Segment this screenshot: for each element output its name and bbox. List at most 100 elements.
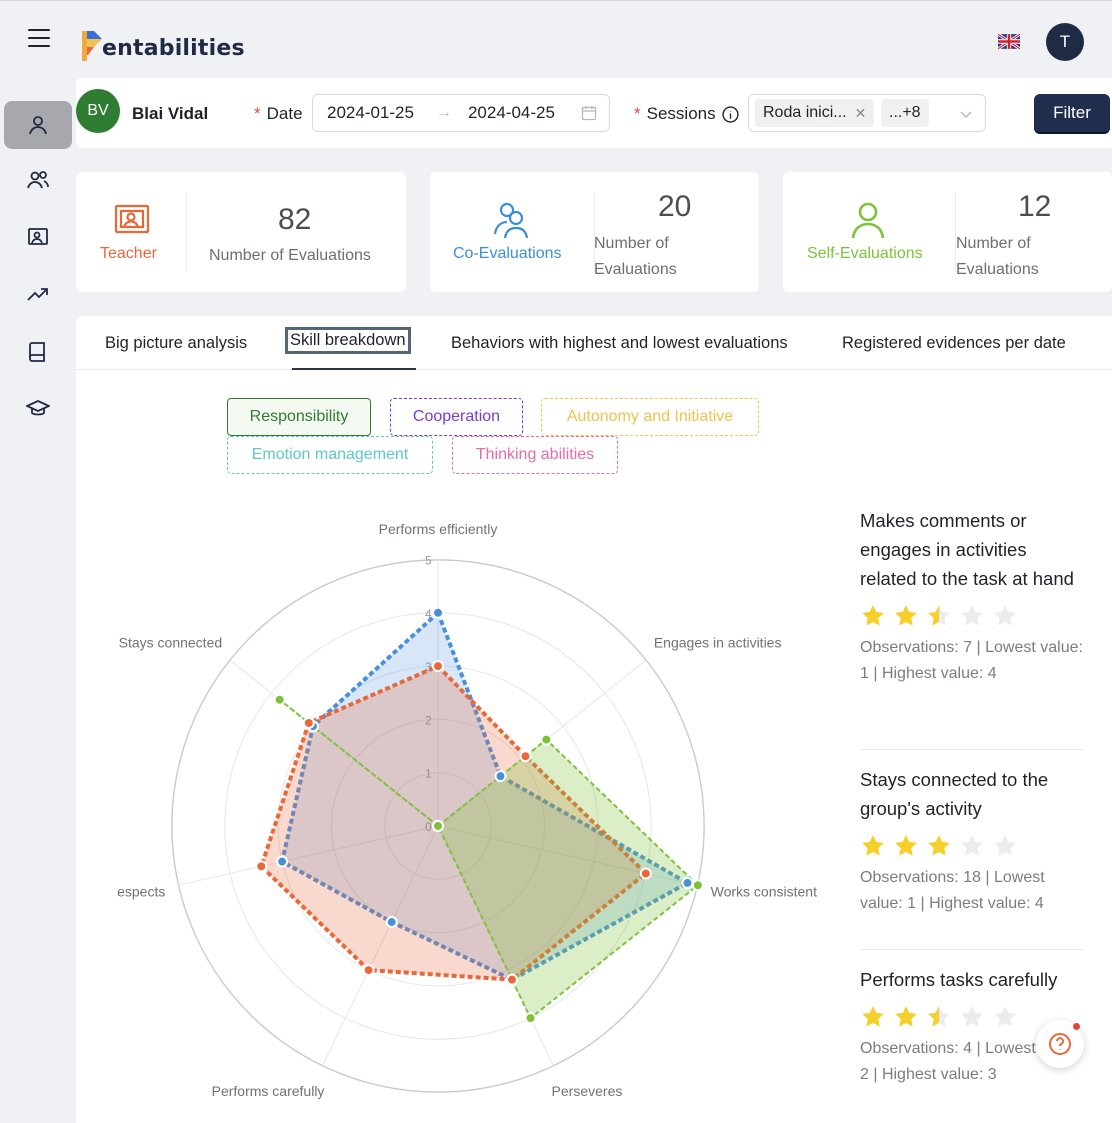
skill-chip-autonomy[interactable]: Autonomy and Initiative: [541, 398, 759, 436]
series-area: [259, 663, 649, 982]
star-icon: [961, 1006, 983, 1027]
tab-skill-breakdown[interactable]: Skill breakdown: [285, 327, 411, 354]
star-icon: [961, 835, 983, 856]
session-more-label: ...+8: [889, 104, 921, 121]
required-mark: *: [634, 104, 641, 123]
star-icon: [862, 605, 884, 626]
data-point: [524, 1012, 537, 1025]
sidebar-item-classroom[interactable]: [4, 213, 72, 261]
skill-chip-emotion-management[interactable]: Emotion management: [227, 436, 433, 474]
date-label-text: Date: [266, 104, 303, 123]
user-avatar[interactable]: T: [1046, 23, 1084, 61]
data-point: [385, 916, 398, 929]
info-icon[interactable]: [721, 105, 739, 123]
calendar-icon: [581, 106, 597, 121]
star-icon: [961, 605, 983, 626]
sidebar-item-student[interactable]: [4, 101, 72, 149]
stat-value: 12: [1018, 190, 1052, 223]
sidebar-item-courses[interactable]: [4, 384, 72, 432]
data-point: [494, 770, 507, 783]
behavior-item: Stays connected to the group's activity …: [860, 765, 1084, 917]
menu-icon[interactable]: [28, 29, 50, 47]
axis-line: [322, 825, 439, 1066]
behavior-title: Makes comments or engages in activities …: [860, 510, 1074, 589]
notification-dot: [1073, 1023, 1080, 1030]
star-icon: [928, 1006, 950, 1027]
stat-card-co-evaluations: Co-Evaluations 20 Number of Evaluations: [430, 172, 759, 292]
star-icon: [895, 605, 917, 626]
sidebar-item-groups[interactable]: [4, 156, 72, 204]
date-label: * Date: [254, 104, 303, 124]
stat-sub: Number of Evaluations: [594, 235, 677, 278]
data-point: [276, 855, 289, 868]
data-point: [432, 606, 444, 619]
sessions-select[interactable]: Roda inici... ✕ ...+8: [748, 94, 986, 132]
skill-chip-cooperation[interactable]: Cooperation: [390, 398, 523, 436]
star-rating: [860, 603, 1084, 629]
data-point: [255, 860, 268, 873]
chevron-down-icon[interactable]: [959, 107, 973, 121]
data-point: [273, 693, 286, 706]
filter-button[interactable]: Filter: [1034, 94, 1110, 132]
data-point: [432, 820, 444, 832]
data-point: [540, 733, 553, 746]
r-tick-label: 0: [425, 820, 432, 834]
tab-behaviors[interactable]: Behaviors with highest and lowest evalua…: [451, 334, 788, 352]
data-point: [506, 973, 519, 986]
logo-mark-icon: [82, 31, 102, 61]
tab-evidences[interactable]: Registered evidences per date: [842, 334, 1066, 352]
student-avatar: BV: [76, 89, 120, 133]
help-button[interactable]: [1036, 1020, 1084, 1068]
session-tag[interactable]: Roda inici... ✕: [755, 99, 875, 127]
axis-label: Performs efficiently: [379, 521, 498, 537]
radar-axis-labels: Performs efficiently Engages in activitie…: [117, 521, 817, 1099]
self-evaluation-icon: [851, 202, 885, 239]
close-icon[interactable]: ✕: [854, 104, 867, 121]
star-icon: [928, 835, 950, 856]
divider: [186, 192, 187, 272]
star-icon: [895, 1006, 917, 1027]
behavior-observations: Observations: 7 | Lowest value: 1 | High…: [860, 639, 1083, 682]
student-name: Blai Vidal: [132, 104, 209, 123]
logo-text: entabilities: [102, 36, 245, 61]
sessions-label-text: Sessions: [646, 104, 716, 123]
data-point: [691, 879, 704, 892]
session-more-tag[interactable]: ...+8: [881, 99, 929, 127]
r-tick-label: 3: [425, 660, 432, 674]
person-icon: [29, 116, 47, 135]
star-icon: [994, 605, 1016, 626]
stat-label: Self-Evaluations: [807, 245, 923, 262]
tab-big-picture[interactable]: Big picture analysis: [105, 334, 248, 352]
date-start[interactable]: 2024-01-25: [327, 103, 414, 122]
radar-chart: 0 1 2 3 4 5 Performs efficiently Engages in ac…: [117, 521, 817, 1099]
tab-bar: Big picture analysis Skill breakdown Beh…: [76, 316, 1112, 370]
date-range-picker[interactable]: 2024-01-25 → 2024-04-25: [312, 94, 610, 132]
data-point: [362, 964, 375, 977]
star-icon: [994, 1006, 1016, 1027]
top-bar: entabilities T: [0, 0, 1112, 78]
graduation-icon: [26, 400, 50, 416]
stat-label: Co-Evaluations: [453, 245, 562, 262]
filter-bar: BV Blai Vidal * Date 2024-01-25 → 2024-04…: [76, 78, 1112, 148]
stat-sub: Number of Evaluations: [956, 235, 1039, 278]
date-end[interactable]: 2024-04-25: [467, 103, 555, 122]
behavior-item: Makes comments or engages in activities …: [860, 506, 1084, 687]
sidebar-item-library[interactable]: [4, 328, 72, 376]
sidebar-item-progress[interactable]: [4, 270, 72, 318]
app-logo[interactable]: entabilities: [80, 23, 245, 63]
divider: [860, 949, 1084, 950]
skill-chip-responsibility[interactable]: Responsibility: [227, 398, 371, 436]
group-icon: [27, 171, 49, 189]
analysis-panel: Big picture analysis Skill breakdown Beh…: [76, 316, 1112, 1123]
r-tick-label: 2: [425, 713, 432, 727]
axis-label: Works consistent: [711, 883, 817, 899]
skill-chip-thinking-abilities[interactable]: Thinking abilities: [452, 436, 618, 474]
uk-flag-icon[interactable]: [998, 34, 1020, 49]
axis-line: [178, 825, 439, 886]
data-point: [519, 750, 532, 763]
divider: [955, 192, 956, 272]
stat-sub: Number of Evaluations: [209, 247, 371, 264]
co-evaluation-icon: [493, 202, 529, 239]
behavior-observations: Observations: 4 | Lowest value: 2 | High…: [860, 1040, 1083, 1083]
sessions-label: * Sessions: [634, 104, 739, 124]
